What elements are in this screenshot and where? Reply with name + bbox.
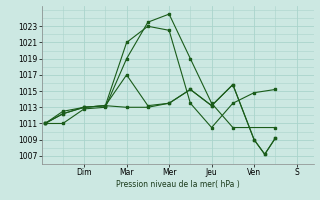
X-axis label: Pression niveau de la mer( hPa ): Pression niveau de la mer( hPa ): [116, 180, 239, 189]
